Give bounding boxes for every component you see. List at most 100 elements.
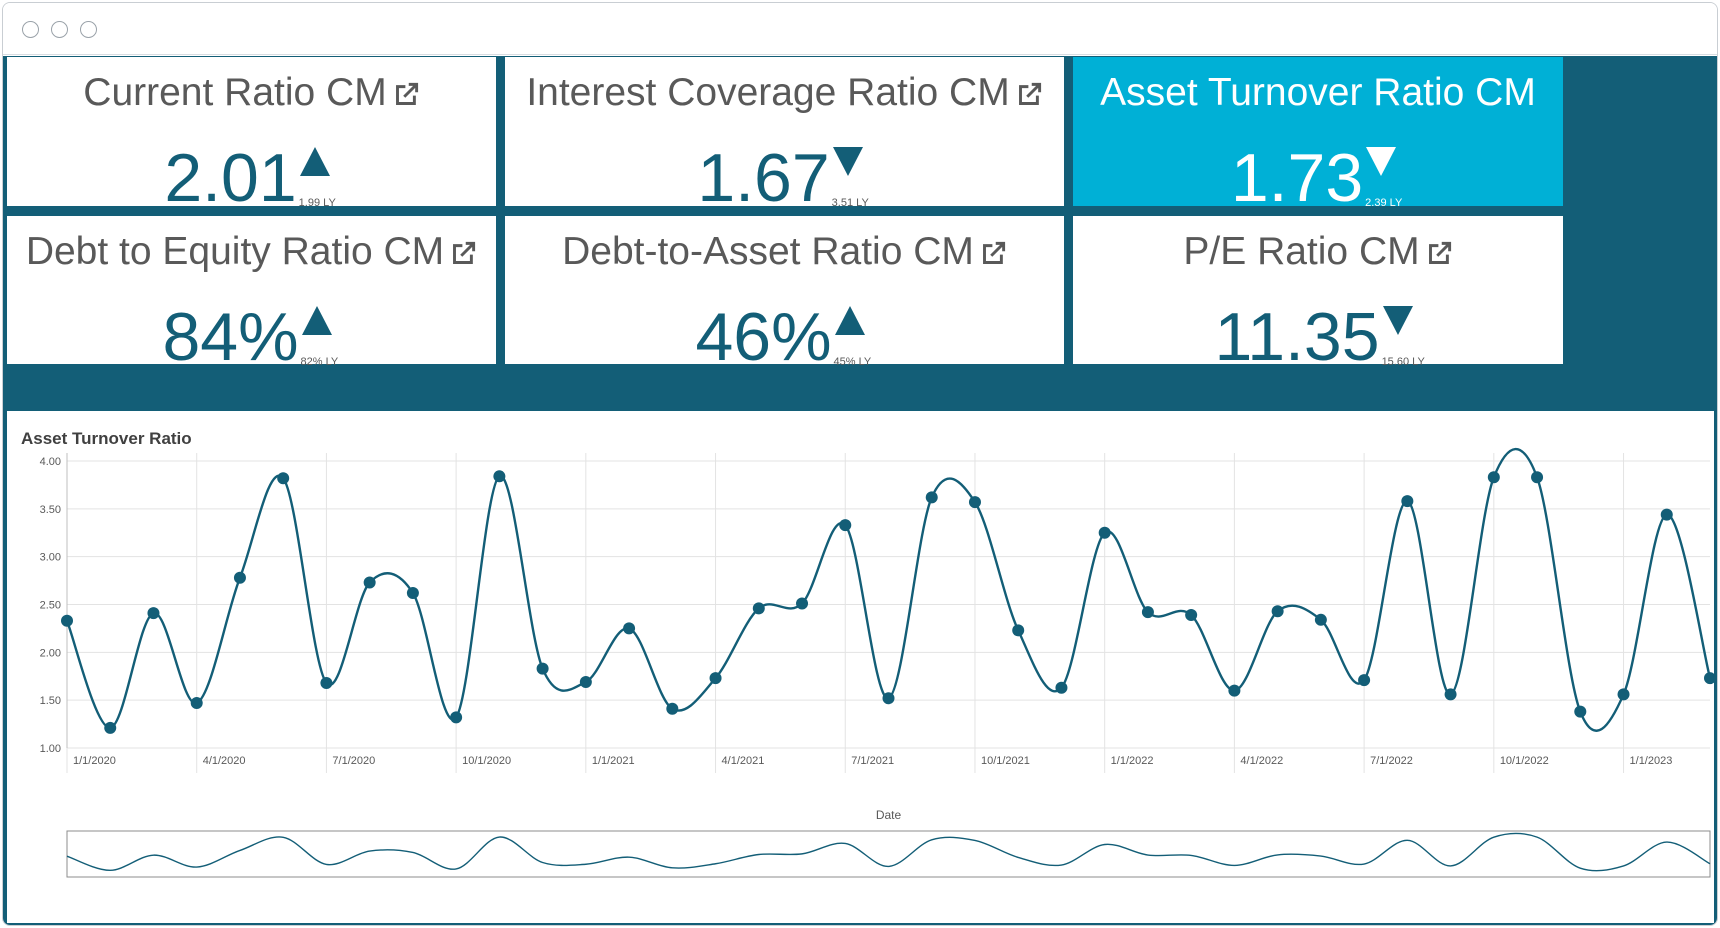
data-point	[1271, 605, 1284, 618]
last-year-value: 45% LY	[833, 356, 872, 368]
data-point	[796, 597, 809, 610]
kpi-value-row: 46% 45% LY	[505, 298, 1064, 378]
trend-indicator: 82% LY	[299, 298, 341, 376]
kpi-asset-turnover-ratio[interactable]: Asset Turnover Ratio CM 1.73 2.39 LY	[1073, 57, 1563, 216]
external-link-icon[interactable]	[393, 81, 420, 108]
data-points	[61, 470, 1714, 734]
kpi-value: 46%	[695, 299, 832, 375]
x-tick-label: 1/1/2022	[1111, 755, 1154, 767]
kpi-value-row: 11.35 15.60 LY	[1073, 298, 1563, 378]
kpi-title: Debt-to-Asset Ratio CM	[505, 230, 1064, 274]
external-link-icon[interactable]	[1426, 240, 1453, 267]
kpi-title: P/E Ratio CM	[1073, 230, 1563, 274]
kpi-title: Debt to Equity Ratio CM	[7, 230, 496, 274]
data-point	[579, 675, 592, 688]
data-point	[752, 602, 765, 615]
data-point	[925, 491, 938, 504]
window-maximize-button[interactable]	[80, 21, 97, 38]
range-navigator[interactable]	[66, 830, 1711, 878]
kpi-title-text: Debt to Equity Ratio CM	[25, 230, 445, 273]
kpi-value: 1.73	[1230, 140, 1364, 216]
kpi-debt-to-equity-ratio[interactable]: Debt to Equity Ratio CM 84% 82% LY	[7, 216, 496, 375]
kpi-title: Asset Turnover Ratio CM	[1073, 71, 1563, 115]
y-tick-label: 4.00	[40, 456, 61, 468]
data-point	[320, 676, 333, 689]
x-tick-label: 4/1/2020	[203, 755, 246, 767]
kpi-debt-to-asset-ratio[interactable]: Debt-to-Asset Ratio CM 46% 45% LY	[505, 216, 1064, 375]
data-point	[623, 622, 636, 635]
series-line	[65, 447, 1712, 732]
data-point	[839, 519, 852, 532]
data-point	[1141, 606, 1154, 619]
trend-indicator: 15.60 LY	[1380, 298, 1425, 376]
kpi-value: 2.01	[164, 140, 297, 216]
y-tick-label: 2.00	[40, 647, 61, 659]
data-point	[190, 697, 203, 710]
kpi-title-text: P/E Ratio CM	[1183, 230, 1420, 273]
last-year-value: 82% LY	[300, 356, 339, 368]
x-tick-label: 7/1/2021	[851, 755, 894, 767]
external-link-icon[interactable]	[1016, 81, 1043, 108]
external-link-icon[interactable]	[450, 240, 477, 267]
kpi-pe-ratio[interactable]: P/E Ratio CM 11.35 15.60 LY	[1073, 216, 1563, 375]
external-link-icon[interactable]	[980, 240, 1007, 267]
kpi-current-ratio[interactable]: Current Ratio CM 2.01 1.99 LY	[7, 57, 496, 216]
trend-down-icon	[832, 147, 863, 176]
kpi-value-row: 84% 82% LY	[7, 298, 496, 378]
data-point	[61, 614, 73, 627]
data-point	[406, 587, 419, 600]
x-axis-title: Date	[876, 808, 902, 822]
kpi-value-row: 1.73 2.39 LY	[1073, 139, 1563, 219]
y-tick-label: 3.00	[40, 552, 61, 564]
x-tick-label: 10/1/2020	[462, 755, 511, 767]
grid-layer	[66, 453, 1710, 773]
data-point	[147, 607, 160, 620]
data-point	[233, 571, 246, 584]
x-tick-label: 4/1/2021	[722, 755, 765, 767]
x-tick-label: 7/1/2022	[1370, 755, 1413, 767]
x-tick-label: 7/1/2020	[332, 755, 375, 767]
data-point	[709, 672, 722, 685]
trend-indicator: 45% LY	[832, 298, 874, 376]
data-point	[277, 472, 290, 485]
window-minimize-button[interactable]	[51, 21, 68, 38]
data-point	[1617, 688, 1630, 701]
kpi-value-row: 2.01 1.99 LY	[7, 139, 496, 219]
data-point	[1660, 508, 1673, 521]
data-point	[1012, 624, 1025, 637]
trend-up-icon	[301, 306, 332, 335]
last-year-value: 1.99 LY	[298, 197, 336, 209]
data-point	[1401, 495, 1414, 508]
data-point	[450, 711, 463, 724]
title-bar	[3, 3, 1717, 55]
kpi-title: Interest Coverage Ratio CM	[505, 71, 1064, 115]
trend-up-icon	[299, 147, 330, 176]
y-tick-label: 2.50	[40, 600, 61, 612]
kpi-title-text: Current Ratio CM	[83, 71, 387, 114]
x-tick-label: 1/1/2021	[592, 755, 635, 767]
data-point	[1444, 688, 1457, 701]
kpi-interest-coverage-ratio[interactable]: Interest Coverage Ratio CM 1.67 3.51 LY	[505, 57, 1064, 216]
trend-down-icon	[1366, 147, 1397, 176]
data-point	[1055, 681, 1068, 694]
trend-indicator: 3.51 LY	[830, 139, 872, 217]
trend-indicator: 2.39 LY	[1363, 139, 1405, 217]
trend-up-icon	[834, 306, 865, 335]
data-point	[1574, 705, 1587, 718]
kpi-value-row: 1.67 3.51 LY	[505, 139, 1064, 219]
data-point	[1704, 672, 1714, 685]
dashboard: Current Ratio CM 2.01 1.99 LY Interest Co…	[3, 56, 1717, 925]
window-close-button[interactable]	[22, 21, 39, 38]
data-point	[666, 702, 679, 715]
kpi-value: 11.35	[1214, 299, 1380, 375]
chart-title: Asset Turnover Ratio	[21, 429, 192, 448]
x-axis: 1/1/2020 4/1/2020 7/1/2020 10/1/2020 1/1/202…	[73, 755, 1672, 767]
data-point	[1487, 471, 1500, 484]
x-tick-label: 1/1/2023	[1630, 755, 1673, 767]
last-year-value: 2.39 LY	[1365, 197, 1403, 209]
trend-down-icon	[1382, 306, 1413, 335]
trend-indicator: 1.99 LY	[297, 139, 339, 217]
y-tick-label: 3.50	[40, 504, 61, 516]
line-chart[interactable]: 1.00 1.50 2.00 2.50 3.00 3.50 4.00 1/1/2020 4/1…	[7, 411, 1714, 923]
